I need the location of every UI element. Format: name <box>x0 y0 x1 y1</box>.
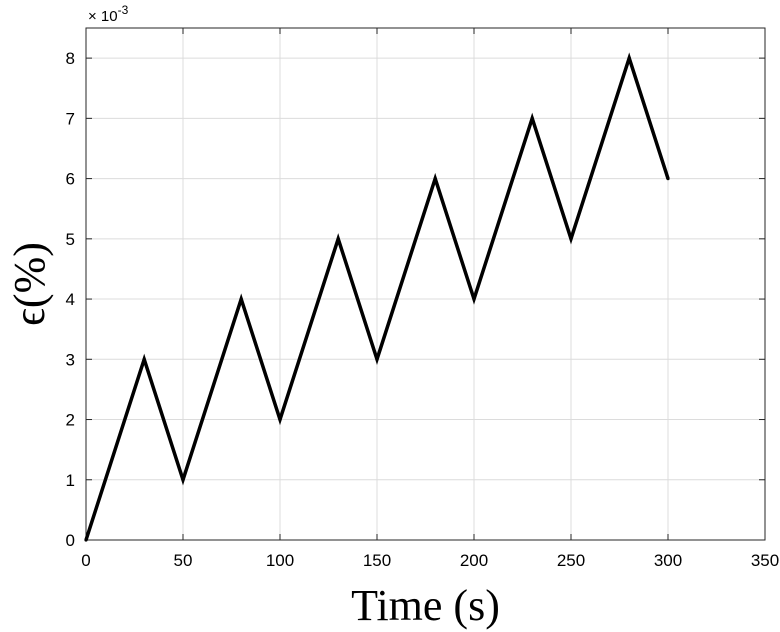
y-multiplier-text: × 10 <box>88 8 118 25</box>
data-point <box>336 237 340 241</box>
x-tick-label: 300 <box>654 551 682 570</box>
data-point <box>181 478 185 482</box>
data-point <box>530 116 534 120</box>
y-tick-label: 5 <box>66 230 75 249</box>
y-axis-multiplier: × 10-3 <box>88 3 129 25</box>
data-point <box>666 176 670 181</box>
y-tick-label: 2 <box>66 411 75 430</box>
x-tick-label: 200 <box>460 551 488 570</box>
x-tick-label: 350 <box>751 551 779 570</box>
y-tick-label: 1 <box>66 471 75 490</box>
y-tick-label: 8 <box>66 49 75 68</box>
grid <box>85 28 766 541</box>
x-tick-label: 150 <box>363 551 391 570</box>
y-tick-label: 7 <box>66 109 75 128</box>
x-tick-label: 0 <box>81 551 90 570</box>
y-tick-label: 3 <box>66 350 75 369</box>
data-point <box>375 357 379 361</box>
plot-area-frame <box>85 27 766 541</box>
axis-ticks: 0 50 100 150 200 250 300 350 0 1 2 3 4 5 6 7 8 <box>66 28 779 570</box>
x-axis-title: Time (s) <box>351 581 500 630</box>
y-multiplier-exponent: -3 <box>118 3 129 17</box>
data-point <box>627 56 631 60</box>
x-tick-label: 50 <box>174 551 193 570</box>
data-point <box>433 176 437 181</box>
data-point <box>569 237 573 241</box>
y-tick-label: 6 <box>66 170 75 189</box>
y-tick-label: 4 <box>66 290 75 309</box>
y-tick-label: 0 <box>66 531 75 550</box>
y-axis-title: ϵ(%) <box>5 242 54 326</box>
data-point <box>472 297 476 301</box>
data-point <box>278 417 282 422</box>
x-tick-label: 250 <box>557 551 585 570</box>
series-layer <box>84 52 670 542</box>
data-point <box>84 538 88 542</box>
data-point <box>142 357 146 361</box>
data-point <box>239 297 243 301</box>
x-tick-label: 100 <box>266 551 294 570</box>
